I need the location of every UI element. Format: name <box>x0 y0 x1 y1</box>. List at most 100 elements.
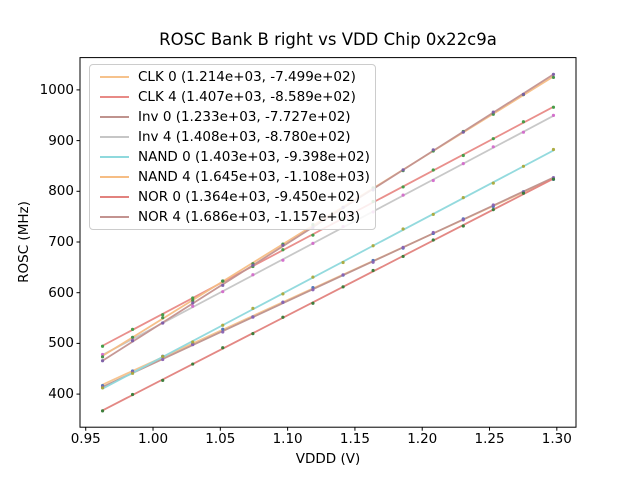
legend-item-inv-4: Inv 4 (1.408e+03, -8.780e+02) <box>96 127 367 147</box>
data-point-nor-4 <box>401 168 405 172</box>
data-point-nor-4 <box>281 243 285 247</box>
data-point-nand-0 <box>311 275 315 279</box>
data-point-inv-4 <box>311 241 315 245</box>
data-point-inv-4 <box>521 130 526 134</box>
legend-line-swatch <box>100 136 129 138</box>
data-point-nor-0 <box>251 332 255 336</box>
legend-line-swatch <box>100 196 129 198</box>
data-point-nor-0 <box>461 224 465 228</box>
legend-label: NOR 4 (1.686e+03, -1.157e+03) <box>138 209 361 225</box>
legend-item-nand-4: NAND 4 (1.645e+03, -1.108e+03) <box>96 167 370 187</box>
data-point-clk-4 <box>401 185 405 189</box>
data-point-inv-0 <box>341 273 345 277</box>
data-point-nand-0 <box>521 164 526 168</box>
data-point-nor-0 <box>281 315 285 319</box>
y-tick-label: 900 <box>48 132 74 149</box>
y-tick-label: 400 <box>48 386 74 403</box>
legend-line-swatch <box>100 216 129 218</box>
y-tick-label: 700 <box>48 233 74 250</box>
legend-item-clk-0: CLK 0 (1.214e+03, -7.499e+02) <box>96 67 367 87</box>
data-point-nor-4 <box>461 130 465 134</box>
legend-label: NAND 0 (1.403e+03, -9.398e+02) <box>138 149 370 165</box>
legend-line-swatch <box>100 96 129 98</box>
data-point-nor-0 <box>221 346 225 350</box>
data-point-inv-0 <box>431 230 435 235</box>
data-point-nand-0 <box>251 306 255 310</box>
x-tick-label: 0.95 <box>70 431 101 447</box>
data-point-clk-4 <box>161 313 165 317</box>
data-point-clk-4 <box>491 137 495 141</box>
x-tick-label: 1.10 <box>272 431 303 447</box>
data-point-nor-4 <box>130 339 135 343</box>
data-point-nor-0 <box>341 285 345 289</box>
data-point-inv-0 <box>491 203 495 207</box>
legend-item-inv-0: Inv 0 (1.233e+03, -7.727e+02) <box>96 107 367 127</box>
data-point-nor-4 <box>251 263 255 267</box>
data-point-nor-0 <box>130 392 135 397</box>
y-tick-label: 1000 <box>39 81 74 98</box>
data-point-nand-4 <box>551 75 556 80</box>
legend-label: Inv 0 (1.233e+03, -7.727e+02) <box>138 109 351 125</box>
data-point-nand-0 <box>191 340 195 344</box>
data-point-clk-4 <box>130 327 135 331</box>
data-point-inv-4 <box>551 113 556 117</box>
data-point-nor-4 <box>191 301 195 305</box>
data-point-inv-4 <box>491 145 495 149</box>
data-point-nand-0 <box>281 292 285 296</box>
legend-line-swatch <box>100 176 129 178</box>
data-point-nand-0 <box>341 260 345 265</box>
data-point-inv-4 <box>100 352 105 357</box>
legend-label: CLK 0 (1.214e+03, -7.499e+02) <box>138 69 356 85</box>
legend-item-nand-0: NAND 0 (1.403e+03, -9.398e+02) <box>96 147 370 167</box>
data-point-inv-0 <box>161 357 165 362</box>
data-point-nand-4 <box>161 316 165 320</box>
x-tick-label: 1.20 <box>407 431 438 447</box>
x-tick-label: 1.05 <box>205 431 236 447</box>
data-point-nor-0 <box>161 378 165 382</box>
x-tick-label: 1.00 <box>137 431 169 447</box>
data-point-nor-0 <box>100 409 105 413</box>
data-point-nor-0 <box>311 301 315 305</box>
legend-line-swatch <box>100 76 129 78</box>
data-point-nand-4 <box>221 279 225 283</box>
x-tick-label: 1.15 <box>339 431 370 447</box>
data-point-clk-4 <box>281 248 285 252</box>
data-point-nor-0 <box>551 177 556 181</box>
data-point-nor-0 <box>371 268 375 273</box>
data-point-nor-0 <box>431 238 435 242</box>
legend-item-nor-4: NOR 4 (1.686e+03, -1.157e+03) <box>96 207 367 227</box>
data-point-nand-0 <box>551 147 556 152</box>
data-point-inv-4 <box>461 162 465 166</box>
data-point-nor-4 <box>221 283 225 287</box>
x-tick-label: 1.25 <box>474 431 505 447</box>
data-point-nor-4 <box>521 92 526 96</box>
data-point-nand-0 <box>371 244 375 248</box>
data-point-nand-0 <box>161 354 165 359</box>
data-point-nand-0 <box>221 323 225 327</box>
legend-label: CLK 4 (1.407e+03, -8.589e+02) <box>138 89 356 105</box>
legend-item-nor-0: NOR 0 (1.364e+03, -9.450e+02) <box>96 187 367 207</box>
data-point-clk-4 <box>551 105 556 109</box>
data-point-nand-4 <box>130 335 135 339</box>
y-tick-label: 600 <box>48 284 74 301</box>
data-point-clk-4 <box>521 120 526 124</box>
data-point-clk-0 <box>221 327 225 331</box>
data-point-clk-4 <box>191 296 195 300</box>
legend-label: NAND 4 (1.645e+03, -1.108e+03) <box>138 169 370 185</box>
data-point-nand-4 <box>191 298 195 303</box>
fit-line-nand-0 <box>101 149 555 390</box>
data-point-nor-4 <box>100 359 105 363</box>
data-point-nor-4 <box>551 72 556 76</box>
y-tick-label: 500 <box>48 335 74 352</box>
data-point-nand-0 <box>130 371 135 375</box>
data-point-inv-0 <box>251 315 255 319</box>
data-point-nor-0 <box>521 191 526 195</box>
data-point-nand-0 <box>401 227 405 231</box>
data-point-inv-4 <box>401 193 405 197</box>
y-tick-label: 800 <box>48 183 74 200</box>
x-axis-label: VDDD (V) <box>295 451 361 467</box>
legend-label: NOR 0 (1.364e+03, -9.450e+02) <box>138 189 361 205</box>
data-point-clk-4 <box>311 233 315 237</box>
data-point-inv-0 <box>221 330 225 334</box>
